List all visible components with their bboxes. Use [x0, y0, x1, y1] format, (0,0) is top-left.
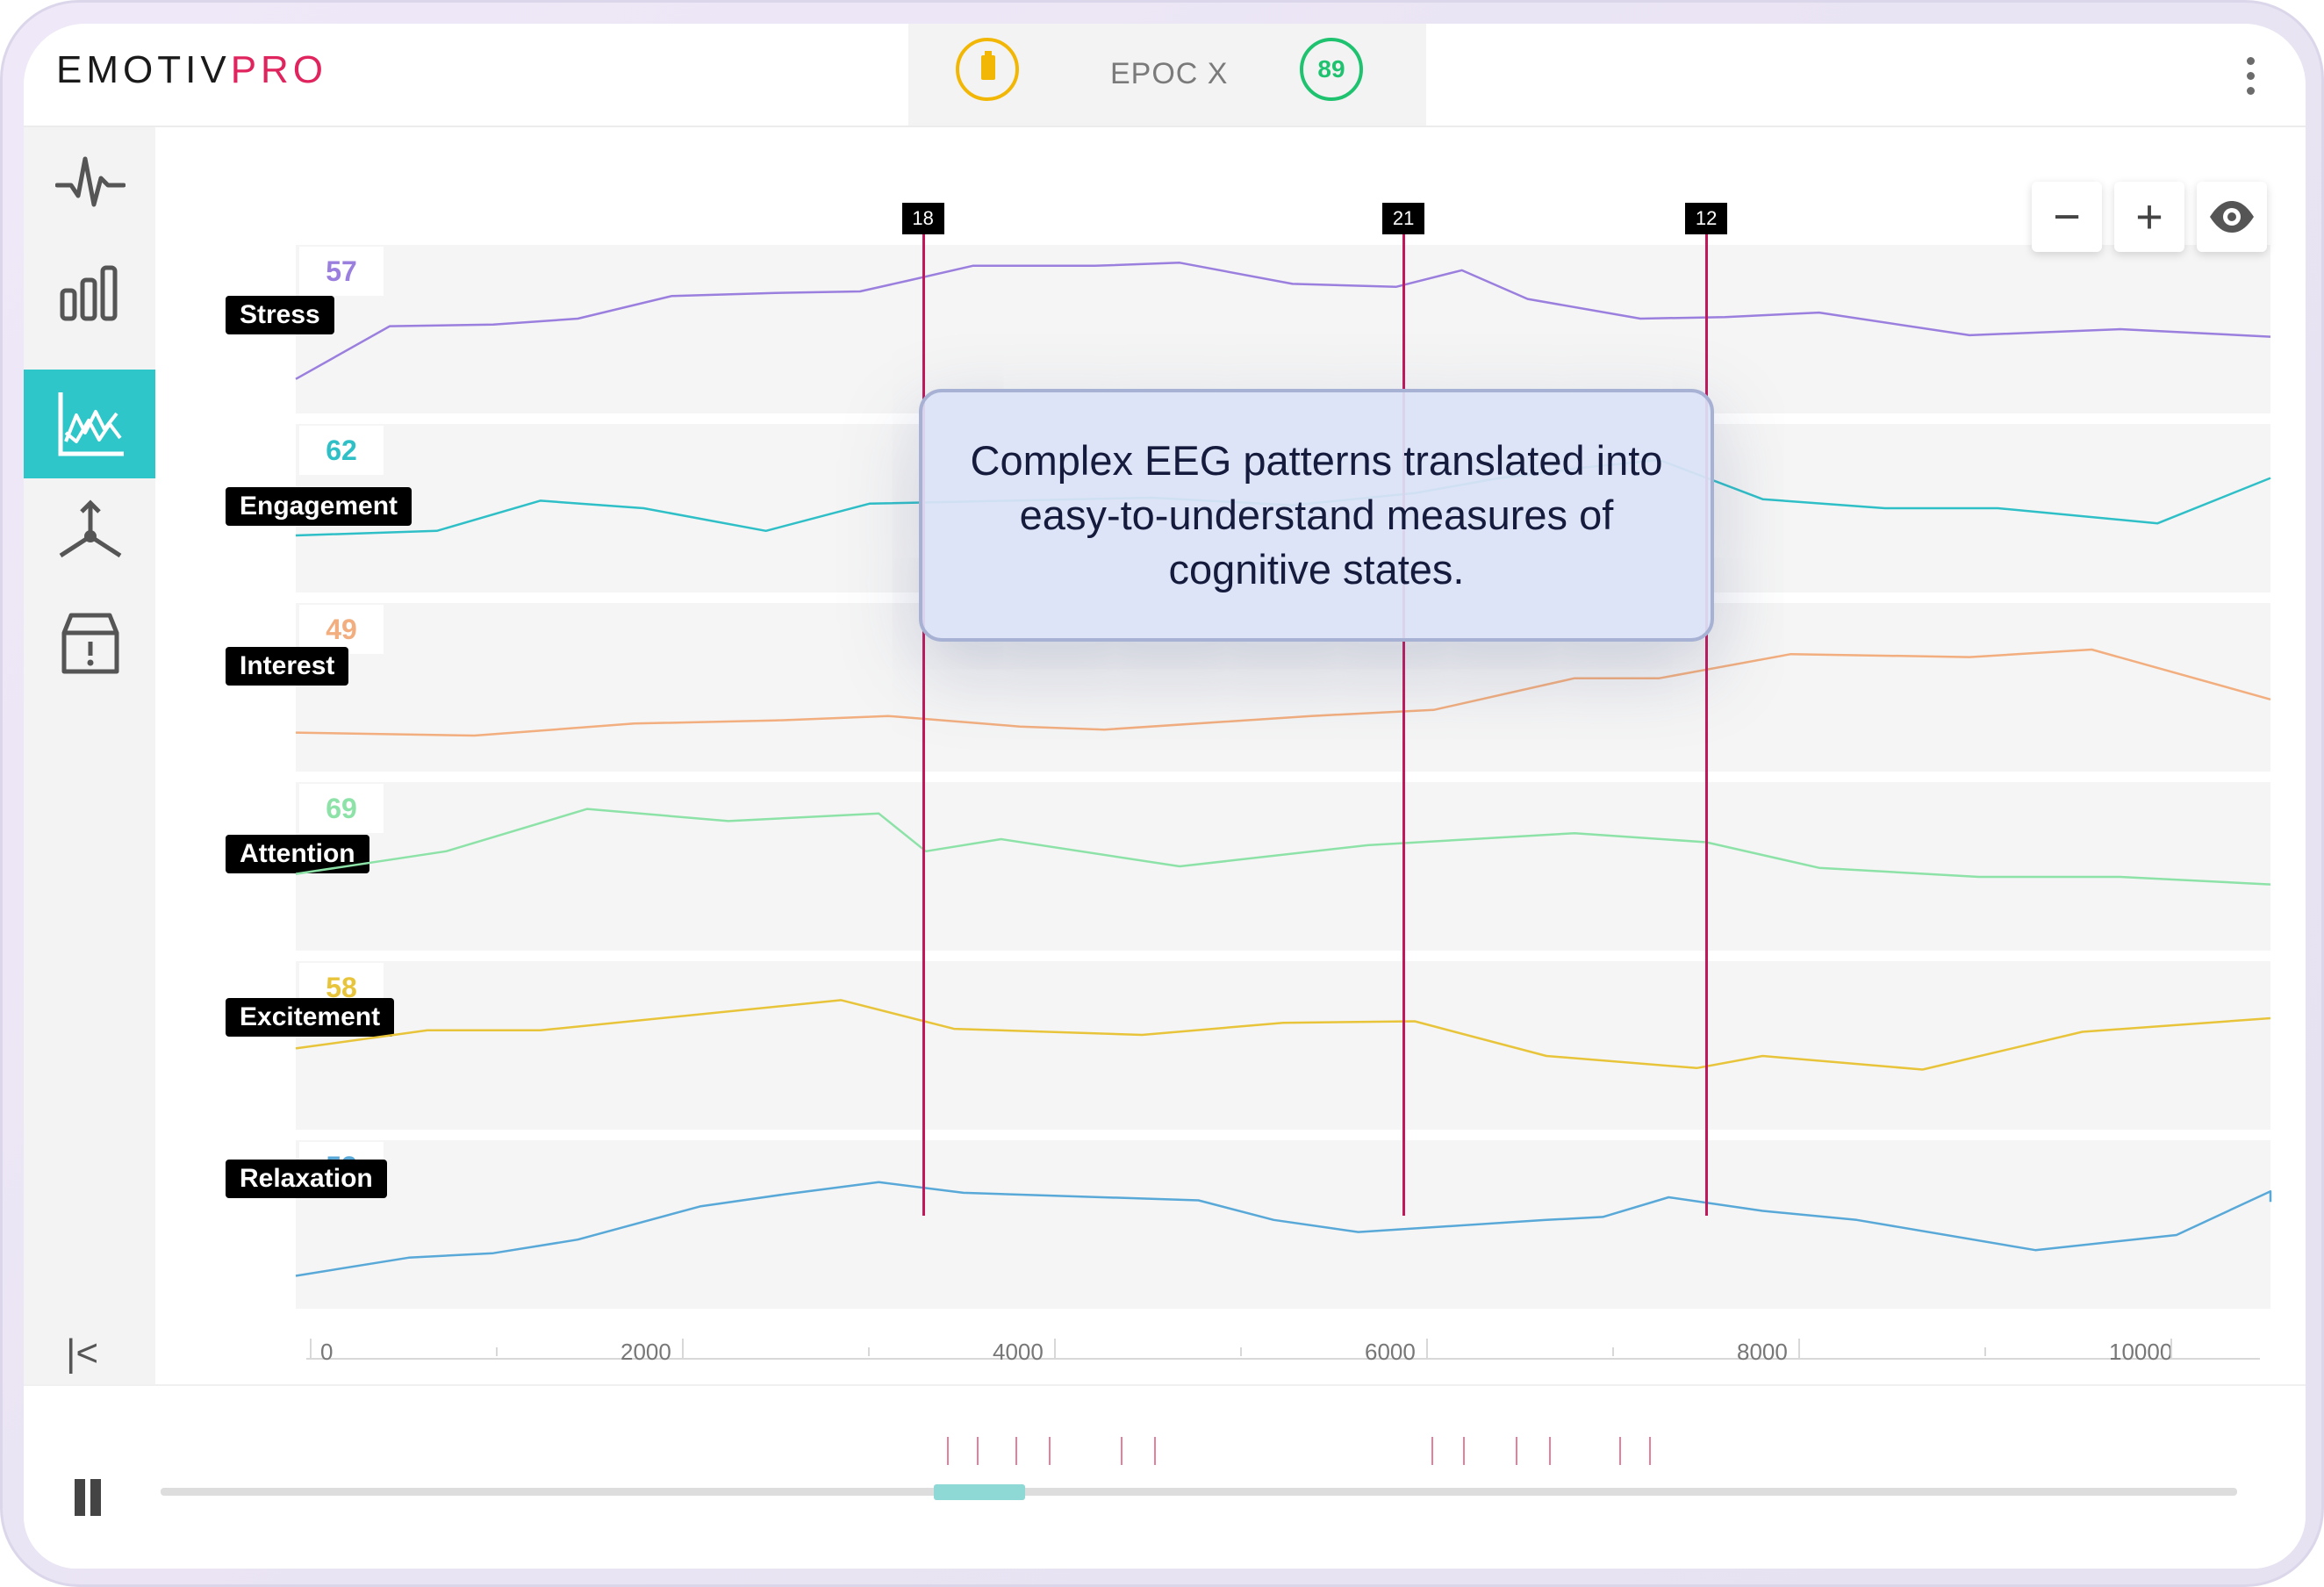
sidebar-item-performance-metrics[interactable]	[24, 370, 155, 478]
zoom-out-button[interactable]: −	[2032, 182, 2102, 252]
event-marker-tag[interactable]: 21	[1382, 203, 1425, 234]
event-marker-line[interactable]	[922, 215, 925, 1216]
relaxation-series-line	[295, 1181, 2272, 1277]
event-marker-line[interactable]	[1402, 215, 1406, 1216]
lane-stress	[296, 245, 2270, 413]
x-tick-label: 0	[320, 1339, 334, 1365]
x-tick-label: 4000	[993, 1339, 1044, 1365]
timeline-event-marker	[1049, 1437, 1051, 1465]
event-marker-tag[interactable]: 12	[1685, 203, 1728, 234]
timeline-event-marker	[1516, 1437, 1517, 1465]
app-header: EMOTIVPRO EPOC X 89	[24, 24, 2306, 127]
visibility-toggle-button[interactable]	[2197, 182, 2267, 252]
eye-icon	[2210, 201, 2254, 233]
x-tick-mark	[1240, 1347, 1242, 1356]
x-tick-label: 8000	[1737, 1339, 1788, 1365]
bar-chart-icon	[60, 265, 118, 321]
timeline-event-marker	[1431, 1437, 1433, 1465]
performance-metrics-chart: 57 Stress 62 Engagement 49 Interest 69 Attentio…	[155, 127, 2306, 1384]
timeline-event-marker	[1549, 1437, 1551, 1465]
menu-dot	[2247, 72, 2255, 80]
stress-series-line	[295, 262, 2271, 380]
app-window: EMOTIVPRO EPOC X 89	[24, 24, 2306, 1569]
x-tick-mark	[1612, 1347, 1614, 1356]
x-tick-mark	[2170, 1339, 2172, 1358]
waveform-icon	[55, 156, 126, 207]
timeline-event-marker	[947, 1437, 949, 1465]
pause-bar	[90, 1479, 101, 1516]
logo-pro-text: PRO	[230, 48, 328, 91]
x-axis	[306, 1337, 2260, 1360]
timeline-thumb[interactable]	[934, 1484, 1025, 1500]
emotiv-pro-logo: EMOTIVPRO	[56, 48, 327, 92]
interest-label: Interest	[226, 647, 349, 686]
menu-dot	[2247, 57, 2255, 65]
x-tick-mark	[1426, 1339, 1428, 1358]
x-tick-mark	[1984, 1347, 1986, 1356]
excitement-label: Excitement	[226, 998, 395, 1037]
chart-plot	[295, 262, 2272, 1277]
timeline-event-marker	[1154, 1437, 1156, 1465]
lane-excitement	[296, 961, 2270, 1130]
headset-name: EPOC X	[1110, 57, 1229, 90]
collapse-sidebar-icon[interactable]: |<	[66, 1332, 99, 1375]
stress-value: 57	[299, 247, 384, 296]
playback-bar	[24, 1384, 2306, 1569]
sidebar-item-raw-eeg[interactable]	[24, 127, 155, 236]
x-tick-label: 10000	[2109, 1339, 2173, 1365]
timeline-event-marker	[1121, 1437, 1123, 1465]
timeline-event-marker	[977, 1437, 979, 1465]
sidebar: |<	[24, 127, 155, 1384]
x-tick-mark	[1054, 1339, 1056, 1358]
x-tick-mark	[496, 1347, 498, 1356]
sidebar-item-motion[interactable]	[24, 478, 155, 587]
lane-relaxation	[296, 1140, 2270, 1309]
menu-dot	[2247, 87, 2255, 95]
interest-series-line	[295, 648, 2271, 737]
event-marker-tag[interactable]: 18	[901, 203, 944, 234]
relaxation-label: Relaxation	[226, 1160, 387, 1198]
x-tick-label: 6000	[1365, 1339, 1416, 1365]
sidebar-item-data-packets[interactable]	[24, 589, 155, 698]
engagement-label: Engagement	[226, 487, 412, 526]
pause-bar	[75, 1479, 85, 1516]
x-tick-mark	[868, 1347, 870, 1356]
zoom-in-button[interactable]: +	[2114, 182, 2184, 252]
more-menu-icon[interactable]	[2244, 57, 2256, 96]
interest-value: 49	[299, 605, 384, 654]
timeline-event-marker	[1649, 1437, 1651, 1465]
stress-label: Stress	[226, 296, 334, 334]
timeline-event-marker	[1015, 1437, 1017, 1465]
contact-quality-badge: 89	[1300, 38, 1363, 101]
box-alert-icon	[61, 613, 119, 674]
x-tick-mark	[682, 1339, 684, 1358]
x-tick-mark	[310, 1339, 312, 1358]
attention-series-line	[295, 808, 2271, 886]
timeline-track[interactable]	[161, 1488, 2237, 1496]
attention-value: 69	[299, 784, 384, 833]
battery-icon	[956, 38, 1019, 101]
line-chart-icon	[58, 392, 124, 456]
lane-attention	[296, 782, 2270, 951]
timeline-event-marker	[1619, 1437, 1621, 1465]
feature-callout: Complex EEG patterns translated into eas…	[919, 389, 1714, 642]
sidebar-item-band-power[interactable]	[24, 238, 155, 347]
battery-level	[981, 55, 995, 80]
x-tick-mark	[1798, 1339, 1800, 1358]
timeline-event-marker	[1463, 1437, 1465, 1465]
logo-main-text: EMOTIV	[56, 48, 231, 91]
feature-callout-text: Complex EEG patterns translated into eas…	[970, 437, 1663, 592]
excitement-series-line	[295, 999, 2271, 1071]
battery-cap	[985, 51, 992, 55]
event-marker-line[interactable]	[1705, 215, 1709, 1216]
engagement-value: 62	[299, 426, 384, 475]
axes-icon	[59, 499, 122, 558]
x-tick-label: 2000	[620, 1339, 671, 1365]
